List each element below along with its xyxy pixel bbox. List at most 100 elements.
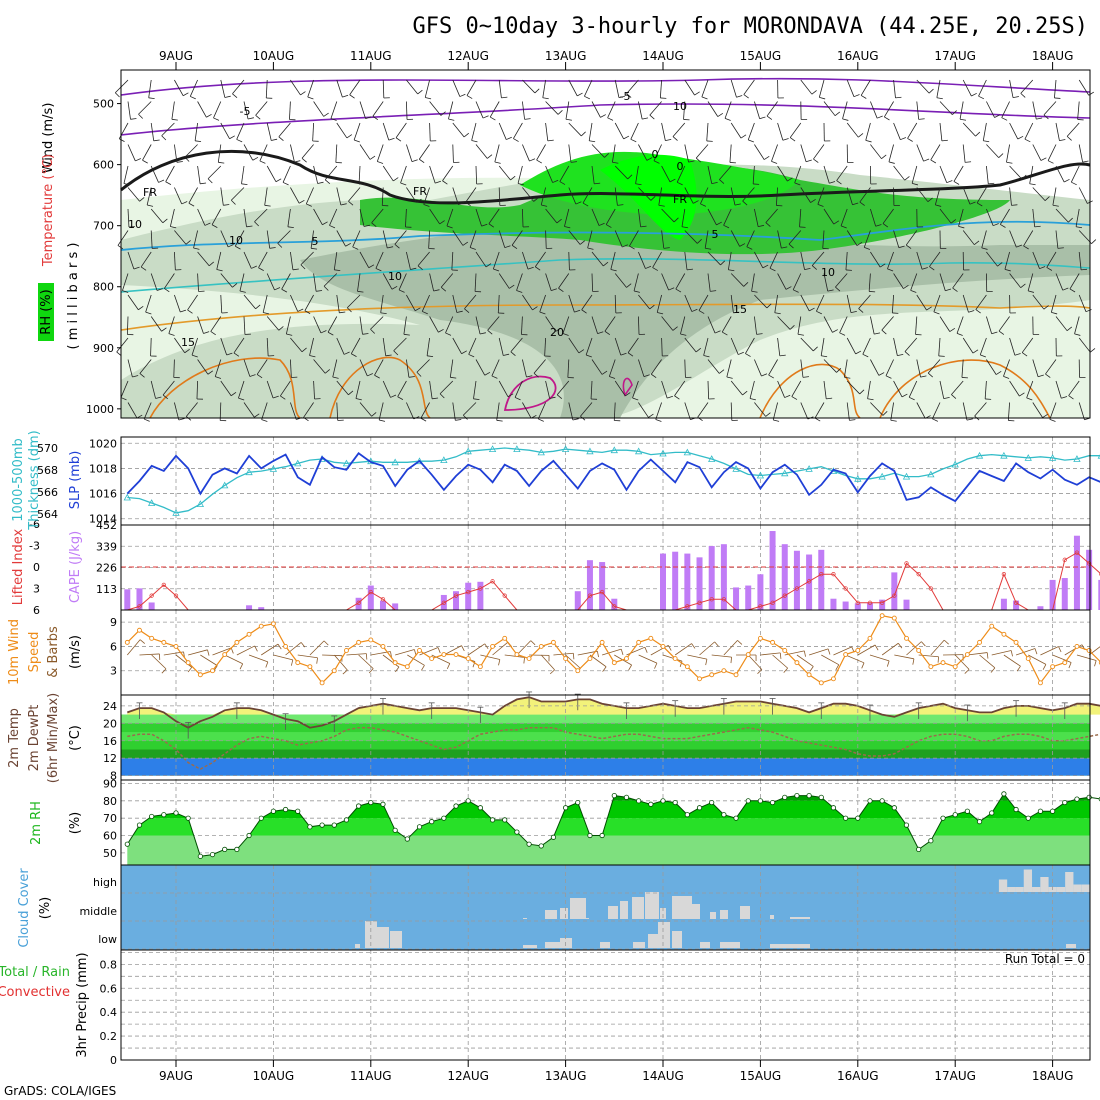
wind-speed-marker (952, 664, 958, 670)
wind-barb-flag (369, 155, 376, 160)
contour-label: -5 (620, 90, 631, 103)
wind-barb (627, 337, 639, 353)
wind10m-barb (248, 654, 268, 663)
wind-barb-flag (633, 290, 640, 293)
wind-barb (754, 316, 757, 335)
li-marker (1086, 561, 1092, 566)
wind-barb (243, 359, 251, 377)
wind10m-panel: 963 (110, 609, 1100, 696)
cloud-low-bar (355, 944, 360, 948)
wind-barb (870, 316, 875, 335)
wind-barb (382, 79, 385, 99)
wind-barb (707, 380, 710, 400)
wind-barb-flag (816, 310, 822, 315)
wind-barb (372, 101, 384, 117)
slp-tick: 1016 (89, 488, 117, 501)
wind-barb-flag (507, 393, 514, 398)
wind-barb (650, 359, 662, 375)
li-marker (490, 579, 495, 584)
rh-marker (696, 805, 703, 811)
wind-barb (150, 337, 152, 357)
wind-barb (287, 208, 291, 227)
wind10m-barb-flag (187, 667, 193, 673)
wind-barb-flag (165, 181, 172, 186)
wind-barb-flag (1085, 309, 1092, 313)
wind-barb (471, 122, 477, 141)
wind10m-barb (151, 654, 167, 670)
wind-barb (777, 316, 791, 330)
wind-barb (820, 337, 825, 356)
wind-speed-marker (429, 656, 435, 662)
wind-barb (497, 294, 500, 313)
wind-barb-flag (1077, 119, 1084, 121)
wind-barb (633, 273, 639, 292)
wind-barb-flag (482, 115, 489, 119)
wind10m-barb (382, 654, 400, 668)
wind-barb-flag (884, 116, 890, 121)
wind-barb-flag (885, 375, 892, 379)
wind-barb (730, 380, 743, 396)
wind-barb (1078, 187, 1088, 204)
cape-tick: 452 (96, 519, 117, 532)
cloud-low-bar (523, 945, 537, 948)
thickness-marker (342, 459, 351, 467)
wind-barb-flag (952, 287, 958, 292)
wind-barb (1046, 251, 1057, 268)
wind-barb (266, 122, 272, 141)
cape-bar (684, 553, 691, 610)
ylabel-temp: Temperature (°C) (41, 154, 56, 267)
wind10m-barb (577, 650, 598, 656)
wind-barb-flag (1000, 224, 1006, 228)
wind-barb-flag (946, 180, 953, 184)
wind-speed-marker (684, 664, 690, 670)
wind-barb-flag (1081, 268, 1088, 271)
wind-barb-flag (1044, 196, 1050, 201)
wind-barb (1004, 251, 1010, 270)
wind10m-barb (540, 654, 555, 671)
wind-barb (220, 122, 230, 139)
wind-barb-flag (1034, 225, 1041, 228)
wind-barb-flag (330, 118, 337, 121)
wind10m-barb-flag (705, 659, 708, 666)
cloud-middle-bar (560, 908, 568, 919)
wind-barb-flag (510, 351, 516, 356)
wind-speed-marker (222, 652, 228, 657)
wind-barb-flag (372, 115, 379, 121)
thickness-marker (147, 499, 156, 506)
wind-barb (266, 316, 280, 331)
wind-barb (794, 165, 802, 184)
wind-barb (255, 101, 268, 116)
rh-shade-region (300, 227, 1090, 418)
wind-barb-flag (275, 178, 282, 183)
wind10m-barb (1076, 654, 1097, 661)
wind-barb-flag (1014, 353, 1021, 356)
wind-barb-flag (722, 331, 728, 336)
wind-barb (707, 316, 716, 334)
wind-barb-flag (488, 223, 495, 228)
wind-barb-flag (991, 331, 998, 335)
wind-barb (1003, 359, 1010, 377)
wind-barb (772, 402, 778, 421)
wind-barb (417, 251, 430, 267)
wind-barb (908, 380, 918, 398)
wind-barb-flag (710, 290, 717, 292)
wind-barb-flag (394, 243, 400, 249)
contour-label: 15 (181, 336, 195, 349)
wind10m-barb (309, 640, 325, 656)
wind-barb (568, 122, 582, 137)
wind-barb (982, 122, 987, 141)
wind-barb-flag (646, 157, 653, 161)
wind10m-barb-flag (161, 668, 167, 674)
cape-bar (1086, 549, 1093, 610)
wind-barb (429, 101, 442, 116)
wind-barb (241, 165, 245, 184)
wind-barb (1075, 208, 1080, 227)
wind-barb-flag (510, 175, 516, 181)
wind10m-barb (845, 654, 865, 664)
thickness-marker (440, 456, 448, 463)
wind-barb-flag (1068, 395, 1074, 400)
wind-barb (638, 187, 652, 201)
